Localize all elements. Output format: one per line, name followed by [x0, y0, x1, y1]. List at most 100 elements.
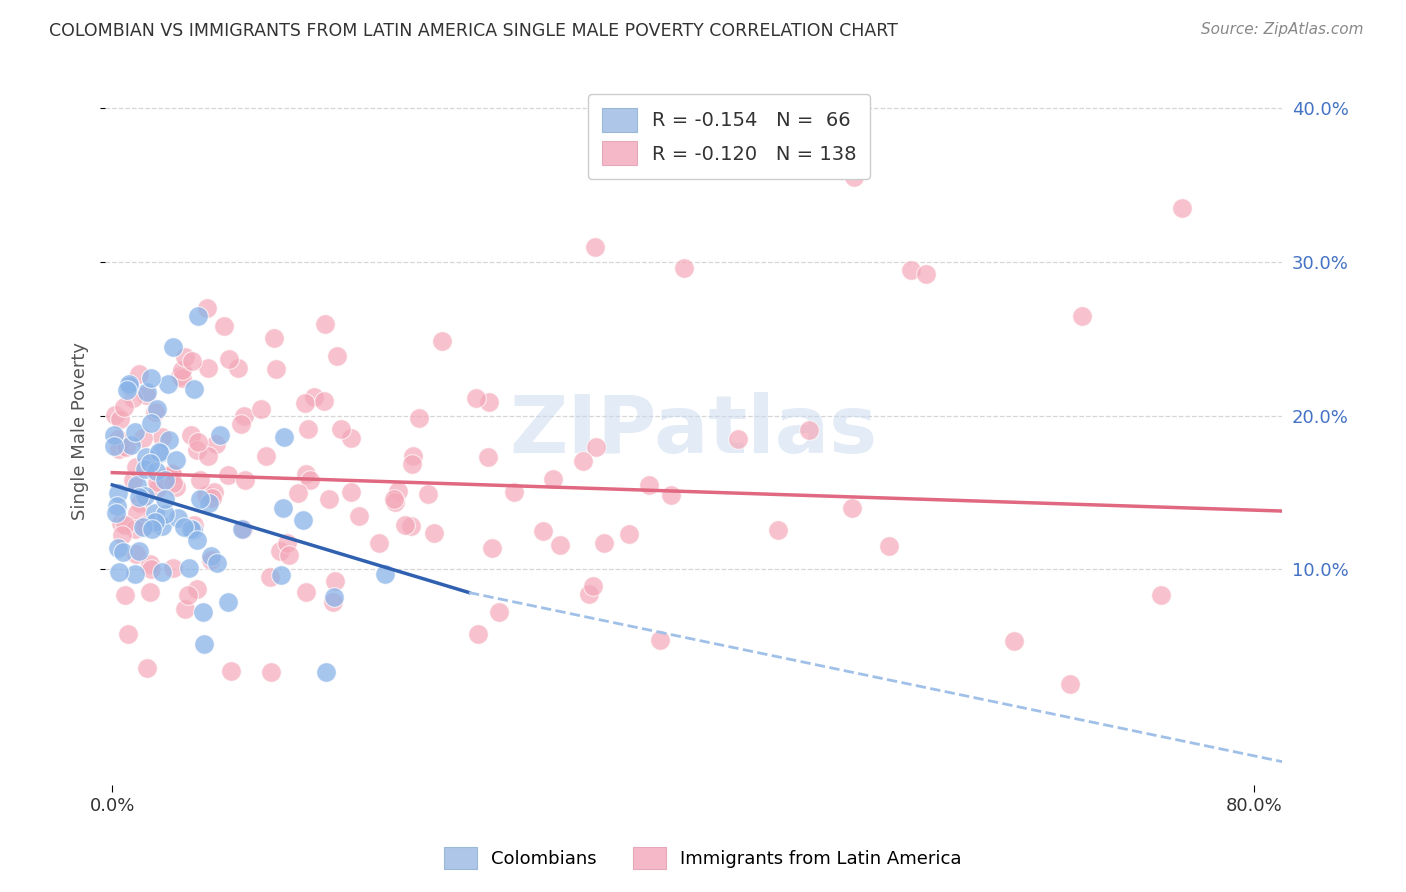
Point: [186, 442, 208, 457]
Point: [111, 545, 134, 559]
Point: [135, 450, 157, 464]
Point: [143, 405, 166, 419]
Point: [157, 433, 180, 447]
Point: [294, 395, 316, 409]
Point: [162, 475, 184, 490]
Point: [132, 520, 155, 534]
Point: [146, 481, 169, 495]
Point: [478, 395, 501, 409]
Point: [323, 590, 346, 604]
Point: [418, 487, 440, 501]
Point: [108, 412, 131, 426]
Point: [124, 425, 146, 439]
Point: [103, 427, 125, 442]
Point: [155, 492, 177, 507]
Point: [295, 585, 318, 599]
Point: [183, 523, 205, 537]
Point: [467, 627, 489, 641]
Point: [254, 449, 277, 463]
Point: [186, 582, 208, 597]
Point: [727, 432, 749, 446]
Point: [638, 478, 661, 492]
Point: [107, 432, 129, 446]
Point: [177, 561, 200, 575]
Point: [659, 488, 682, 502]
Point: [173, 519, 195, 533]
Point: [183, 382, 205, 396]
Point: [170, 362, 193, 376]
Point: [150, 519, 173, 533]
Point: [229, 417, 252, 431]
Point: [648, 632, 671, 647]
Point: [142, 516, 165, 530]
Point: [766, 524, 789, 538]
Point: [117, 627, 139, 641]
Point: [134, 462, 156, 476]
Point: [367, 535, 389, 549]
Point: [138, 557, 160, 571]
Point: [141, 522, 163, 536]
Point: [108, 566, 131, 580]
Point: [135, 384, 157, 399]
Point: [340, 484, 363, 499]
Point: [264, 362, 287, 376]
Point: [141, 371, 163, 385]
Point: [673, 261, 696, 276]
Point: [107, 486, 129, 500]
Point: [269, 544, 291, 558]
Point: [128, 368, 150, 382]
Point: [195, 488, 218, 502]
Point: [578, 587, 600, 601]
Point: [394, 517, 416, 532]
Point: [548, 538, 571, 552]
Point: [1002, 634, 1025, 648]
Text: ZIPatlas: ZIPatlas: [509, 392, 877, 470]
Point: [314, 393, 336, 408]
Point: [169, 368, 191, 383]
Point: [401, 450, 423, 464]
Point: [105, 499, 128, 513]
Point: [844, 170, 866, 185]
Point: [136, 661, 159, 675]
Point: [134, 489, 156, 503]
Point: [125, 460, 148, 475]
Point: [797, 423, 820, 437]
Point: [315, 665, 337, 680]
Point: [374, 566, 396, 581]
Point: [105, 506, 128, 520]
Point: [387, 484, 409, 499]
Point: [619, 527, 641, 541]
Point: [232, 409, 254, 424]
Point: [135, 387, 157, 401]
Point: [900, 262, 922, 277]
Point: [322, 594, 344, 608]
Point: [1071, 309, 1094, 323]
Point: [292, 512, 315, 526]
Point: [114, 588, 136, 602]
Point: [340, 431, 363, 445]
Point: [125, 506, 148, 520]
Point: [297, 422, 319, 436]
Point: [138, 585, 160, 599]
Point: [146, 475, 169, 489]
Point: [219, 665, 242, 679]
Point: [191, 605, 214, 619]
Point: [226, 361, 249, 376]
Point: [186, 533, 208, 548]
Point: [582, 579, 605, 593]
Legend: Colombians, Immigrants from Latin America: Colombians, Immigrants from Latin Americ…: [436, 838, 970, 879]
Point: [139, 417, 162, 431]
Point: [276, 536, 298, 550]
Point: [128, 496, 150, 510]
Point: [124, 567, 146, 582]
Point: [150, 430, 173, 444]
Point: [118, 377, 141, 392]
Point: [139, 456, 162, 470]
Point: [218, 594, 240, 608]
Point: [197, 496, 219, 510]
Point: [233, 473, 256, 487]
Point: [150, 566, 173, 580]
Point: [323, 574, 346, 588]
Point: [135, 517, 157, 532]
Point: [231, 522, 253, 536]
